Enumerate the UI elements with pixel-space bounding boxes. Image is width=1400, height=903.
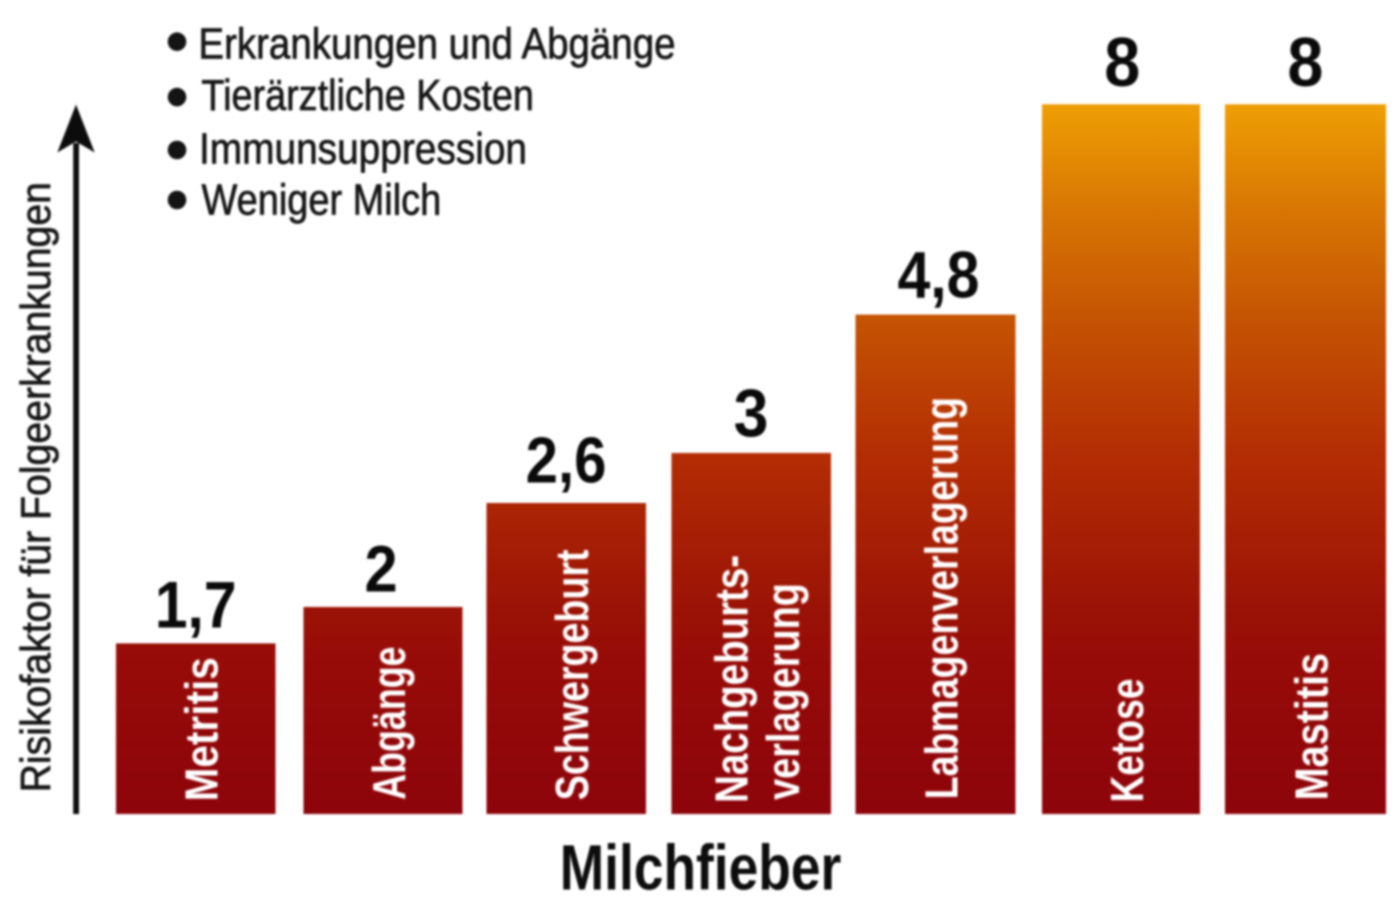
- svg-text:Abgänge: Abgänge: [364, 647, 415, 800]
- svg-text:Metritis: Metritis: [177, 657, 228, 801]
- svg-text:1,7: 1,7: [155, 569, 237, 643]
- svg-text:Tierärztliche Kosten: Tierärztliche Kosten: [201, 70, 533, 119]
- svg-text:Labmagenverlagerung: Labmagenverlagerung: [916, 397, 968, 799]
- svg-text:Ketose: Ketose: [1101, 678, 1153, 802]
- svg-text:Milchfieber: Milchfieber: [560, 833, 842, 903]
- svg-text:8: 8: [1287, 24, 1323, 102]
- svg-text:3: 3: [734, 375, 769, 451]
- svg-text:verlagerung: verlagerung: [757, 583, 808, 800]
- svg-text:4,8: 4,8: [897, 238, 979, 312]
- svg-text:Nachgeburts-: Nachgeburts-: [706, 555, 757, 803]
- svg-text:Mastitis: Mastitis: [1287, 653, 1338, 800]
- svg-text:2,6: 2,6: [526, 425, 607, 498]
- svg-text:Erkrankungen und Abgänge: Erkrankungen und Abgänge: [198, 19, 675, 68]
- svg-text:Immunsuppression: Immunsuppression: [199, 123, 527, 173]
- svg-text:Risikofaktor für Folgeerkranku: Risikofaktor für Folgeerkrankungen: [12, 182, 60, 792]
- svg-text:8: 8: [1104, 24, 1140, 102]
- svg-text:2: 2: [365, 533, 398, 606]
- svg-text:Schwergeburt: Schwergeburt: [546, 549, 597, 800]
- svg-text:Weniger Milch: Weniger Milch: [202, 175, 442, 224]
